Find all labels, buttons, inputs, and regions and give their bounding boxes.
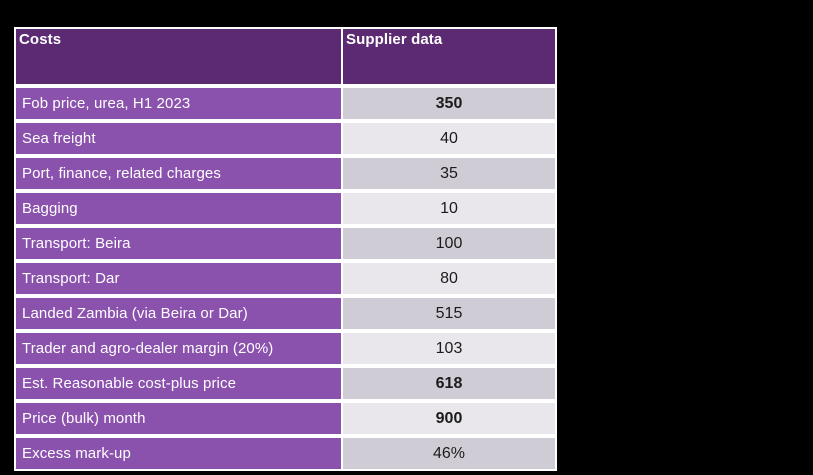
table-row: Transport: Dar 80 bbox=[16, 263, 555, 294]
row-value: 103 bbox=[343, 333, 555, 364]
table-row: Excess mark-up 46% bbox=[16, 438, 555, 469]
row-label: Transport: Beira bbox=[16, 228, 341, 259]
row-value: 900 bbox=[343, 403, 555, 434]
row-value: 515 bbox=[343, 298, 555, 329]
row-label: Trader and agro-dealer margin (20%) bbox=[16, 333, 341, 364]
row-value: 35 bbox=[343, 158, 555, 189]
row-value: 100 bbox=[343, 228, 555, 259]
table-row: Sea freight 40 bbox=[16, 123, 555, 154]
table-row: Est. Reasonable cost-plus price 618 bbox=[16, 368, 555, 399]
column-header-supplier-data: Supplier data bbox=[343, 29, 555, 84]
table-row: Transport: Beira 100 bbox=[16, 228, 555, 259]
row-value: 40 bbox=[343, 123, 555, 154]
row-label: Sea freight bbox=[16, 123, 341, 154]
table-row: Bagging 10 bbox=[16, 193, 555, 224]
row-label: Port, finance, related charges bbox=[16, 158, 341, 189]
row-label: Est. Reasonable cost-plus price bbox=[16, 368, 341, 399]
row-value: 618 bbox=[343, 368, 555, 399]
row-value: 46% bbox=[343, 438, 555, 469]
table-row: Fob price, urea, H1 2023 350 bbox=[16, 88, 555, 119]
row-label: Fob price, urea, H1 2023 bbox=[16, 88, 341, 119]
row-value: 350 bbox=[343, 88, 555, 119]
row-label: Excess mark-up bbox=[16, 438, 341, 469]
table-row: Port, finance, related charges 35 bbox=[16, 158, 555, 189]
table-row: Trader and agro-dealer margin (20%) 103 bbox=[16, 333, 555, 364]
row-label: Bagging bbox=[16, 193, 341, 224]
row-label: Price (bulk) month bbox=[16, 403, 341, 434]
table-row: Landed Zambia (via Beira or Dar) 515 bbox=[16, 298, 555, 329]
row-label: Landed Zambia (via Beira or Dar) bbox=[16, 298, 341, 329]
row-value: 80 bbox=[343, 263, 555, 294]
costs-table: Costs Supplier data Fob price, urea, H1 … bbox=[14, 27, 557, 471]
row-value: 10 bbox=[343, 193, 555, 224]
column-header-costs: Costs bbox=[16, 29, 341, 84]
row-label: Transport: Dar bbox=[16, 263, 341, 294]
table-row: Price (bulk) month 900 bbox=[16, 403, 555, 434]
table-header-row: Costs Supplier data bbox=[16, 29, 555, 84]
